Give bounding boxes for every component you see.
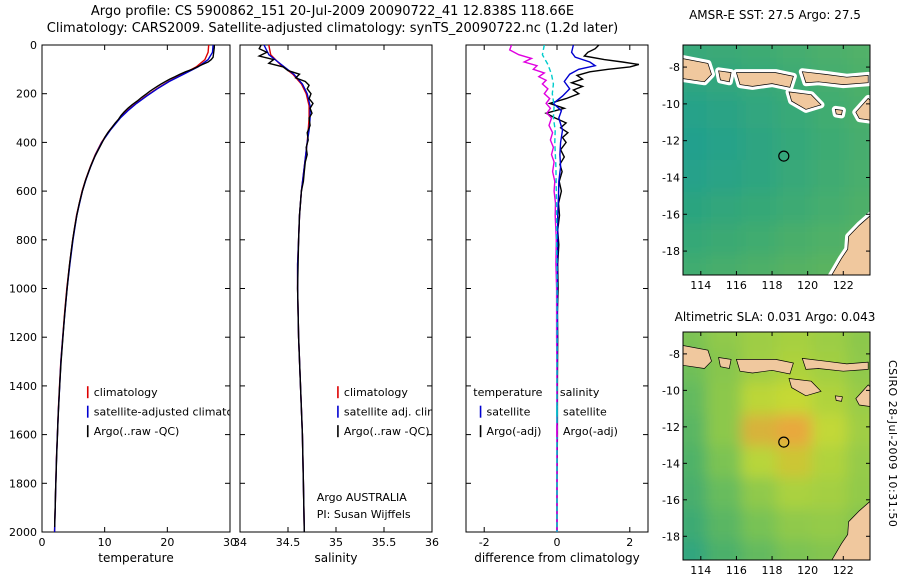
svg-text:30: 30 [223, 536, 237, 549]
svg-text:1400: 1400 [9, 380, 37, 393]
difference-profile-xlabel: difference from climatology [474, 551, 640, 565]
difference-profile-legend-item: temperature [473, 386, 542, 399]
salinity-profile-legend-item: climatology [344, 386, 408, 399]
salinity-profile-legend-item: satellite adj. clim. [344, 406, 441, 419]
difference-profile-legend-item: salinity [560, 386, 600, 399]
sst-map-title: AMSR-E SST: 27.5 Argo: 27.5 [689, 8, 861, 22]
svg-text:0: 0 [39, 536, 46, 549]
main-title-line2: Climatology: CARS2009. Satellite-adjuste… [46, 21, 619, 36]
svg-text:400: 400 [16, 136, 37, 149]
svg-text:-10: -10 [662, 98, 680, 111]
salinity-profile-legend-item: PI: Susan Wijffels [317, 508, 411, 521]
svg-text:35.5: 35.5 [372, 536, 397, 549]
svg-text:-18: -18 [662, 245, 680, 258]
svg-text:200: 200 [16, 88, 37, 101]
land-polygon [718, 357, 732, 369]
series-salinity-argo-adj- [508, 45, 558, 532]
salinity-profile: 34 34.5 35 35.5 36 salinity climatology satelli… [233, 44, 441, 565]
svg-text:34: 34 [233, 536, 247, 549]
svg-text:1000: 1000 [9, 283, 37, 296]
svg-text:-18: -18 [662, 530, 680, 543]
svg-text:122: 122 [833, 279, 854, 292]
sla-map: 114 116 118 120 122 -8 -10 -12 -14 -16 -18 [662, 331, 871, 577]
svg-text:35: 35 [329, 536, 343, 549]
salinity-profile-legend-item: Argo(..raw -QC) [344, 425, 430, 438]
svg-text:-10: -10 [662, 384, 680, 397]
temperature-profile-xlabel: temperature [98, 551, 173, 565]
land-polygon [735, 359, 794, 375]
svg-text:0: 0 [554, 536, 561, 549]
svg-text:114: 114 [690, 279, 711, 292]
series-climatology [53, 45, 210, 532]
difference-profile: -2 0 2 difference from climatology temperatu… [465, 44, 649, 565]
svg-text:-16: -16 [662, 208, 680, 221]
salinity-profile-xlabel: salinity [314, 551, 357, 565]
svg-text:-8: -8 [669, 61, 680, 74]
temperature-profile-legend-item: Argo(..raw -QC) [94, 425, 180, 438]
sla-map-title: Altimetric SLA: 0.031 Argo: 0.043 [674, 310, 876, 324]
land-polygon [801, 71, 869, 85]
sla-map-argo-marker [778, 436, 790, 448]
svg-text:800: 800 [16, 234, 37, 247]
land-polygon [834, 108, 843, 116]
svg-text:118: 118 [762, 279, 783, 292]
main-title-line1: Argo profile: CS 5900862_151 20-Jul-2009… [90, 4, 575, 19]
temperature-profile-legend-item: climatology [94, 386, 158, 399]
temperature-profile-legend-item: satellite-adjusted climatology [94, 406, 257, 419]
difference-profile-legend-item: Argo(-adj) [487, 425, 542, 438]
series-satellite-adjusted-climatology [53, 45, 214, 532]
land-polygon [683, 58, 712, 83]
svg-text:-2: -2 [479, 536, 490, 549]
land-polygon [735, 72, 794, 88]
series-temperature-satellite [552, 45, 597, 532]
land-polygon [718, 70, 732, 83]
svg-text:10: 10 [98, 536, 112, 549]
land-polygon [831, 500, 870, 560]
svg-text:118: 118 [762, 564, 783, 577]
difference-profile-legend-item: satellite [487, 406, 531, 419]
land-polygon [788, 91, 822, 110]
svg-text:1200: 1200 [9, 331, 37, 344]
svg-text:1800: 1800 [9, 477, 37, 490]
series-argo-raw-qc- [54, 45, 216, 528]
svg-text:20: 20 [160, 536, 174, 549]
difference-profile-legend-item: Argo(-adj) [563, 425, 618, 438]
svg-text:-12: -12 [662, 421, 680, 434]
land-polygon [801, 357, 869, 372]
svg-text:114: 114 [690, 564, 711, 577]
sst-map: 114 116 118 120 122 -8 -10 -12 -14 -16 -18 [662, 44, 871, 292]
svg-text:-14: -14 [662, 171, 680, 184]
svg-text:600: 600 [16, 185, 37, 198]
svg-text:-12: -12 [662, 135, 680, 148]
series-argo-raw-qc- [257, 45, 314, 532]
sst-map-argo-marker [778, 150, 790, 162]
temperature-profile: 0 10 20 30 0 200 400 600 800 1000 1200 1400 1600 1800… [9, 39, 257, 565]
svg-text:1600: 1600 [9, 429, 37, 442]
svg-text:-16: -16 [662, 494, 680, 507]
svg-text:2000: 2000 [9, 526, 37, 539]
svg-text:34.5: 34.5 [276, 536, 301, 549]
land-polygon [831, 215, 870, 275]
svg-text:0: 0 [30, 39, 37, 52]
svg-text:36: 36 [425, 536, 439, 549]
svg-text:2: 2 [626, 536, 633, 549]
land-polygon [788, 378, 822, 397]
salinity-profile-legend-item: Argo AUSTRALIA [317, 491, 407, 504]
land-polygon [834, 395, 843, 402]
svg-text:122: 122 [833, 564, 854, 577]
svg-text:120: 120 [797, 564, 818, 577]
series-salinity-satellite [541, 45, 558, 532]
svg-text:-14: -14 [662, 457, 680, 470]
svg-text:116: 116 [726, 564, 747, 577]
difference-profile-legend-item: satellite [563, 406, 607, 419]
land-polygon [683, 345, 712, 369]
svg-text:116: 116 [726, 279, 747, 292]
svg-text:120: 120 [797, 279, 818, 292]
timestamp-vertical: CSIRO 28-Jul-2009 10:31:50 [886, 360, 899, 528]
svg-text:-8: -8 [669, 348, 680, 361]
series-temperature-argo-adj- [544, 45, 640, 532]
